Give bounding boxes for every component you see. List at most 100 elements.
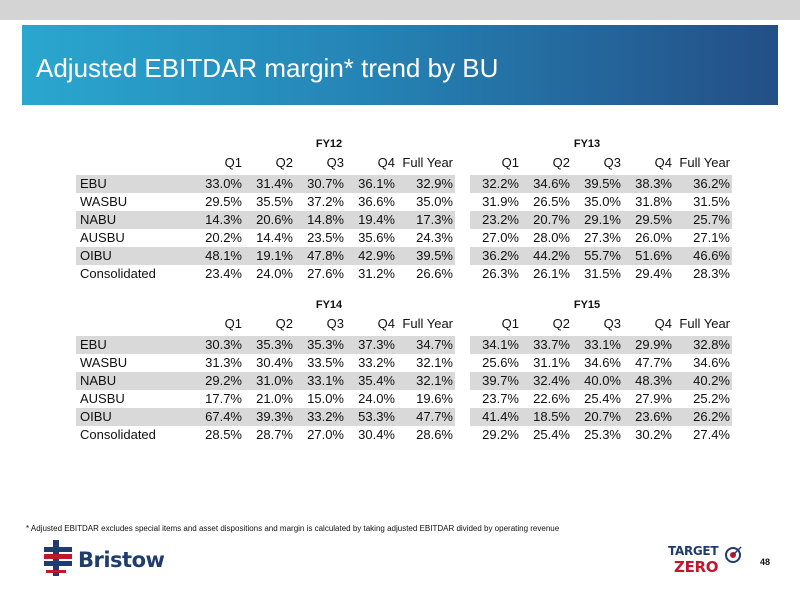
margin-value: 39.5% xyxy=(397,247,455,265)
margin-value: 25.4% xyxy=(584,391,621,406)
column-header: Q2 xyxy=(552,316,570,331)
top-band xyxy=(0,0,800,20)
column-header: Q4 xyxy=(654,316,672,331)
margin-value: 33.2% xyxy=(295,408,346,426)
business-unit-label: WASBU xyxy=(80,194,128,209)
table-gap xyxy=(455,265,470,283)
business-unit-label: EBU xyxy=(76,336,193,354)
margin-value: 34.6% xyxy=(693,355,730,370)
business-unit-label: OIBU xyxy=(76,247,193,265)
slide-title: Adjusted EBITDAR margin* trend by BU xyxy=(36,53,499,83)
margin-value: 30.4% xyxy=(358,427,395,442)
margin-value: 26.1% xyxy=(533,266,570,281)
margin-value: 42.9% xyxy=(346,247,397,265)
margin-value: 48.3% xyxy=(623,372,674,390)
table-row: NABU 29.2% 31.0% 33.1% 35.4% 32.1% 39.7% 32.4% 4… xyxy=(76,372,732,390)
table-gap xyxy=(455,229,470,247)
margin-value: 31.9% xyxy=(482,194,519,209)
table-gap xyxy=(455,193,470,211)
margin-value: 25.2% xyxy=(693,391,730,406)
business-unit-label: AUSBU xyxy=(80,391,125,406)
margin-value: 26.5% xyxy=(533,194,570,209)
margin-value: 39.3% xyxy=(244,408,295,426)
margin-value: 40.0% xyxy=(572,372,623,390)
margin-value: 24.3% xyxy=(416,230,453,245)
margin-value: 36.1% xyxy=(346,175,397,193)
table-row: EBU 30.3% 35.3% 35.3% 37.3% 34.7% 34.1% 33.7% 33… xyxy=(76,336,732,354)
table-gap xyxy=(455,315,470,333)
business-unit-label: AUSBU xyxy=(80,230,125,245)
margin-value: 17.3% xyxy=(397,211,455,229)
margin-value: 17.7% xyxy=(205,391,242,406)
margin-value: 32.8% xyxy=(674,336,732,354)
margin-value: 26.6% xyxy=(416,266,453,281)
margin-value: 25.6% xyxy=(482,355,519,370)
margin-value: 39.7% xyxy=(470,372,521,390)
margin-value: 19.1% xyxy=(244,247,295,265)
margin-value: 29.2% xyxy=(193,372,244,390)
margin-value: 29.2% xyxy=(482,427,519,442)
margin-value: 51.6% xyxy=(623,247,674,265)
table-row: NABU 14.3% 20.6% 14.8% 19.4% 17.3% 23.2% 20.7% 2… xyxy=(76,211,732,229)
margin-value: 29.9% xyxy=(623,336,674,354)
margin-value: 46.6% xyxy=(674,247,732,265)
page-number: 48 xyxy=(760,557,771,567)
margin-value: 32.2% xyxy=(470,175,521,193)
column-header: Q3 xyxy=(603,316,621,331)
margin-value: 34.1% xyxy=(470,336,521,354)
margin-value: 48.1% xyxy=(193,247,244,265)
margin-value: 35.0% xyxy=(416,194,453,209)
column-header-row: Q1 Q2 Q3 Q4 Full Year Q1 Q2 Q3 Q4 Full Year xyxy=(76,315,732,333)
column-header: Q2 xyxy=(552,155,570,170)
margin-value: 20.7% xyxy=(572,408,623,426)
margin-value: 19.6% xyxy=(416,391,453,406)
margin-value: 22.6% xyxy=(533,391,570,406)
margin-value: 30.3% xyxy=(193,336,244,354)
margin-value: 26.3% xyxy=(482,266,519,281)
column-header: Q1 xyxy=(224,155,242,170)
target-zero-line1: TARGET xyxy=(668,544,719,558)
margin-value: 23.6% xyxy=(623,408,674,426)
margin-value: 28.7% xyxy=(256,427,293,442)
margin-value: 31.1% xyxy=(533,355,570,370)
table-row: WASBU 29.5% 35.5% 37.2% 36.6% 35.0% 31.9% 26.5%… xyxy=(76,193,732,211)
margin-value: 30.2% xyxy=(635,427,672,442)
margin-value: 53.3% xyxy=(346,408,397,426)
margin-value: 33.7% xyxy=(521,336,572,354)
margin-value: 39.5% xyxy=(572,175,623,193)
margin-value: 36.2% xyxy=(470,247,521,265)
margin-value: 27.9% xyxy=(635,391,672,406)
column-header: Q4 xyxy=(654,155,672,170)
margin-value: 27.6% xyxy=(307,266,344,281)
table-gap xyxy=(455,336,470,354)
margin-value: 32.1% xyxy=(416,355,453,370)
fiscal-year-header: FY12 FY13 xyxy=(76,136,732,154)
bristow-wordmark: Bristow xyxy=(78,548,165,572)
column-header: Q3 xyxy=(326,155,344,170)
margin-value: 25.4% xyxy=(533,427,570,442)
target-zero-logo: TARGET ZERO xyxy=(668,544,746,578)
margin-value: 30.4% xyxy=(256,355,293,370)
margin-table-fy12-fy13: FY12 FY13 Q1 Q2 Q3 Q4 Full Year Q1 Q2 Q3 Q4 Full Ye… xyxy=(76,136,732,283)
table-row: WASBU 31.3% 30.4% 33.5% 33.2% 32.1% 25.6% 31.1%… xyxy=(76,354,732,372)
margin-value: 14.4% xyxy=(256,230,293,245)
margin-value: 31.2% xyxy=(358,266,395,281)
business-unit-label: EBU xyxy=(76,175,193,193)
fiscal-year-header: FY14 FY15 xyxy=(76,297,732,315)
column-header: Q1 xyxy=(224,316,242,331)
table-gap xyxy=(455,154,470,172)
margin-value: 32.9% xyxy=(397,175,455,193)
margin-value: 36.6% xyxy=(358,194,395,209)
margin-value: 32.4% xyxy=(521,372,572,390)
business-unit-label: Consolidated xyxy=(80,427,156,442)
margin-value: 47.7% xyxy=(397,408,455,426)
margin-value: 27.0% xyxy=(307,427,344,442)
column-header-row: Q1 Q2 Q3 Q4 Full Year Q1 Q2 Q3 Q4 Full Year xyxy=(76,154,732,172)
margin-value: 35.4% xyxy=(346,372,397,390)
margin-value: 47.7% xyxy=(635,355,672,370)
column-header: Q2 xyxy=(275,155,293,170)
margin-value: 20.6% xyxy=(244,211,295,229)
margin-value: 29.1% xyxy=(572,211,623,229)
margin-value: 33.0% xyxy=(193,175,244,193)
margin-value: 27.1% xyxy=(693,230,730,245)
